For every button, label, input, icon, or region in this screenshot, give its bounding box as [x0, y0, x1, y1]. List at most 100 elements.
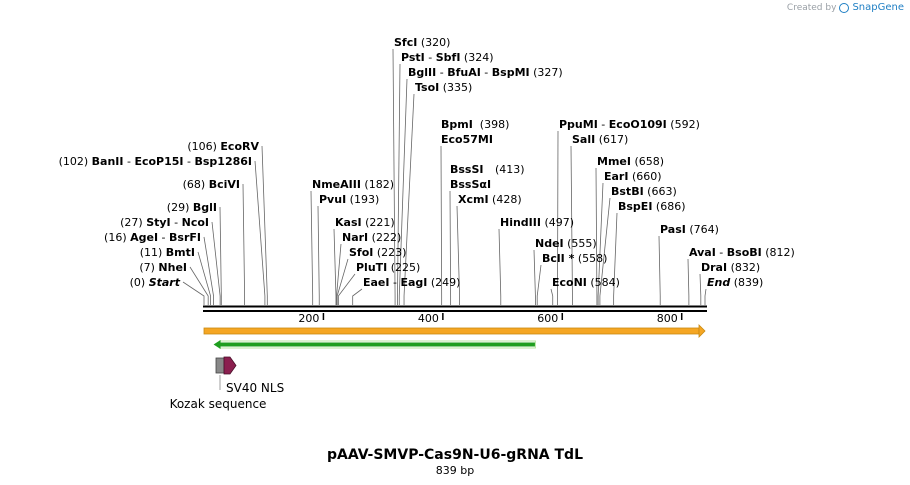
site-xcmi: XcmI (428) — [458, 193, 522, 206]
backbone — [203, 305, 707, 312]
site-pos-bcli: (558) — [574, 252, 607, 265]
site-labels: (0) Start (7) NheI (11) BmtI (16) AgeI - Bs… — [59, 36, 795, 289]
site-connector-pvui — [317, 205, 320, 305]
green-feature-arrow — [219, 342, 536, 347]
site-label-pvui: PvuI (193) — [319, 193, 379, 206]
site-name-bsssi: BssSI — [450, 163, 484, 176]
snapgene-logo-icon — [839, 2, 850, 13]
site-sep: - — [390, 276, 401, 289]
site-connector-mmei — [595, 167, 598, 305]
site-label-tsoi: TsoI (335) — [415, 81, 472, 94]
site-pos-sali: (617) — [595, 133, 628, 146]
site-connector-sfci — [392, 48, 396, 305]
site-name-pasi: PasI — [660, 223, 686, 236]
site-label-xcmi: XcmI (428) — [458, 193, 522, 206]
site-pos-nhei: (7) — [139, 261, 158, 274]
site-label-sali: SalI (617) — [572, 133, 628, 146]
site-connector-pasi — [658, 235, 661, 305]
site-name-hindiii: HindIII — [500, 216, 541, 229]
site-label-pasi: PasI (764) — [660, 223, 719, 236]
site-connector-pluti — [337, 273, 356, 305]
site-name-ppumi: PpuMI — [559, 118, 598, 131]
site-pos-eaei: (249) — [427, 276, 460, 289]
site-name-end: End — [707, 276, 730, 289]
site-connector-bgli — [219, 206, 222, 305]
site-pos-xcmi: (428) — [489, 193, 522, 206]
site-label-start: (0) Start — [130, 276, 181, 289]
features: Kozak sequence SV40 NLS — [170, 324, 706, 411]
site-name-sbfi: SbfI — [436, 51, 461, 64]
site-pos-avai: (812) — [762, 246, 795, 259]
site-pos-ndei: (555) — [564, 237, 597, 250]
site-pos-hindiii: (497) — [541, 216, 574, 229]
site-label-sfoi: SfoI (223) — [349, 246, 406, 259]
site-name-eco57mi: Eco57MI — [441, 133, 493, 146]
tick-label-800: 800 — [657, 312, 678, 325]
tick-label-600: 600 — [537, 312, 558, 325]
site-name-psti: PstI — [401, 51, 425, 64]
site-pos-bmti: (11) — [140, 246, 166, 259]
site-label-psti: PstI - SbfI (324) — [401, 51, 494, 64]
map-title: pAAV-SMVP-Cas9N-U6-gRNA TdL — [327, 447, 583, 463]
site-label-agei: (16) AgeI - BsrFI — [104, 231, 201, 244]
site-label-bgli: (29) BglI — [167, 201, 217, 214]
site-name-bsp1286i: Bsp1286I — [194, 155, 252, 168]
site-pos-bpmi: (398) — [480, 118, 510, 131]
site-pos-styi: (27) — [120, 216, 146, 229]
site-start: (0) Start — [130, 276, 181, 289]
credit-brand: SnapGene — [852, 2, 904, 13]
site-sep: - — [158, 231, 169, 244]
site-label-avai: AvaI - BsoBI (812) — [689, 246, 795, 259]
site-label-bmti: (11) BmtI — [140, 246, 195, 259]
site-sfoi: SfoI (223) — [349, 246, 406, 259]
site-pos-bsssi: (413) — [495, 163, 525, 176]
site-name-eagi: EagI — [400, 276, 427, 289]
site-label-mmei: MmeI (658) — [597, 155, 664, 168]
site-pos-sfoi: (223) — [373, 246, 406, 259]
site-mmei: MmeI (658) — [597, 155, 664, 168]
site-sep: - — [481, 66, 492, 79]
site-nmeaiii: NmeAIII (182) — [312, 178, 394, 191]
ticks: 200 400 600 800 — [298, 312, 683, 325]
site-connector-psti — [397, 63, 401, 305]
site-name-bpmi: BpmI — [441, 118, 473, 131]
site-pos-pasi: (764) — [686, 223, 719, 236]
site-label-econi: EcoNI (584) — [552, 276, 620, 289]
site-name-bsrfi: BsrFI — [169, 231, 201, 244]
site-bcli: BclI * (558) — [542, 252, 607, 265]
site-connector-agei — [203, 236, 214, 305]
site-name-tsoi: TsoI — [415, 81, 439, 94]
site-name-econi: EcoNI — [552, 276, 587, 289]
site-pos-psti: (324) — [460, 51, 493, 64]
site-pos-ppumi: (592) — [667, 118, 700, 131]
site-connector-econi — [550, 288, 554, 305]
site-label-bstbi: BstBI (663) — [611, 185, 677, 198]
site-ppumi: PpuMI - EcoO109I (592) — [559, 118, 700, 131]
site-label-bcivi: (68) BciVI — [183, 178, 240, 191]
site-banii: (102) BanII - EcoP15I - Bsp1286I — [59, 155, 252, 168]
site-name-bcivi: BciVI — [209, 178, 240, 191]
site-connector-xcmi — [456, 205, 460, 305]
site-bglii: BglII - BfuAI - BspMI (327) — [408, 66, 563, 79]
sv40-nls-arrow — [223, 356, 237, 375]
site-name-nari: NarI — [342, 231, 368, 244]
site-pasi: PasI (764) — [660, 223, 719, 236]
site-name-xcmi: XcmI — [458, 193, 489, 206]
site-name-kasi: KasI — [335, 216, 362, 229]
site-connector-banii — [254, 160, 266, 305]
site-name-bgli: BglI — [193, 201, 217, 214]
tick-label-400: 400 — [418, 312, 439, 325]
site-bgli: (29) BglI — [167, 201, 217, 214]
site-eari: EarI (660) — [604, 170, 662, 183]
site-label-hindiii: HindIII (497) — [500, 216, 574, 229]
site-name-bstbi: BstBI — [611, 185, 644, 198]
orange-feature-bar — [203, 327, 700, 335]
site-name-sfoi: SfoI — [349, 246, 373, 259]
site-pos-pluti: (225) — [387, 261, 420, 274]
site-label-eaei: EaeI - EagI (249) — [363, 276, 460, 289]
site-label-nari: NarI (222) — [342, 231, 401, 244]
site-sali: SalI (617) — [572, 133, 628, 146]
site-label-ndei: NdeI (555) — [535, 237, 597, 250]
site-name-bfuai: BfuAI — [447, 66, 481, 79]
